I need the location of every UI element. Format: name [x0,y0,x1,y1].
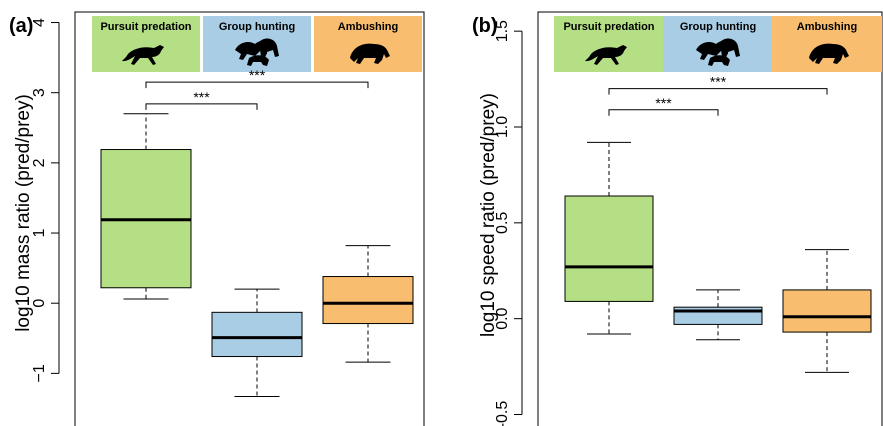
category-label: Group hunting [680,21,756,33]
y-tick-label: 2 [31,158,48,167]
significance-bracket [145,103,258,110]
iqr-box [211,311,303,358]
plot-frame [74,11,425,426]
lion-1 [235,41,267,60]
significance-bracket [145,81,369,89]
leopard-body [350,43,390,64]
cheetah-silhouette-icon [122,45,164,65]
significance-label: *** [193,89,210,105]
cheetah-silhouette-icon [585,45,627,65]
panel-label: (b) [472,15,498,37]
lion-1 [696,41,728,60]
box-ambushing [322,245,414,363]
y-axis-label: log10 mass ratio (pred/prey) [13,94,34,332]
panel-label: (a) [9,15,33,37]
leopard-body [809,43,849,64]
leopard-silhouette-icon [350,43,390,64]
significance-bracket [608,109,719,116]
significance-label: *** [710,74,727,90]
y-tick-label: 0 [31,299,48,308]
cheetah-body [122,45,164,65]
lion-3 [708,55,730,66]
significance-label: *** [655,95,672,111]
y-tick-label: 1 [31,228,48,237]
iqr-box [322,276,414,325]
category-header [554,16,664,72]
significance-label: *** [249,67,266,83]
iqr-box [564,195,654,302]
lion-pride-silhouette-icon [235,38,279,66]
category-label: Pursuit predation [563,21,654,33]
category-label: Pursuit predation [100,21,191,33]
lion-pride-silhouette-icon [696,38,740,66]
y-tick-label: 1.0 [494,116,511,138]
category-label: Group hunting [219,21,295,33]
y-tick-label: 4 [31,18,48,27]
y-tick-label: 0.0 [494,307,511,329]
lion-2 [259,38,279,58]
y-tick-label: −1 [31,364,48,382]
panel-b: (b) -0.5 0.0 0.5 1.0 1.5 log10 speed ratio (pr… [472,11,883,426]
box-ambushing [782,249,872,373]
lion-2 [720,38,740,58]
y-tick-label: 1.5 [494,20,511,42]
category-label: Ambushing [797,21,858,33]
y-tick-label: 3 [31,88,48,97]
category-label: Ambushing [338,21,399,33]
box-pursuit-predation [100,113,192,300]
category-header [92,16,200,72]
box-group-hunting [211,288,303,398]
lion-3 [247,55,269,66]
panel-a: (a) −1 0 1 2 3 4 log10 mass ratio (pred/prey) Pu… [9,11,425,426]
box-group-hunting [673,289,763,341]
leopard-silhouette-icon [809,43,849,64]
y-axis-label: log10 speed ratio (pred/prey) [478,93,499,337]
y-tick-label: 0.5 [494,212,511,234]
significance-bracket [608,88,828,95]
y-tick-label: -0.5 [494,401,511,426]
box-pursuit-predation [564,141,654,335]
iqr-box [782,289,872,333]
cheetah-body [585,45,627,65]
plot-frame [537,11,883,426]
